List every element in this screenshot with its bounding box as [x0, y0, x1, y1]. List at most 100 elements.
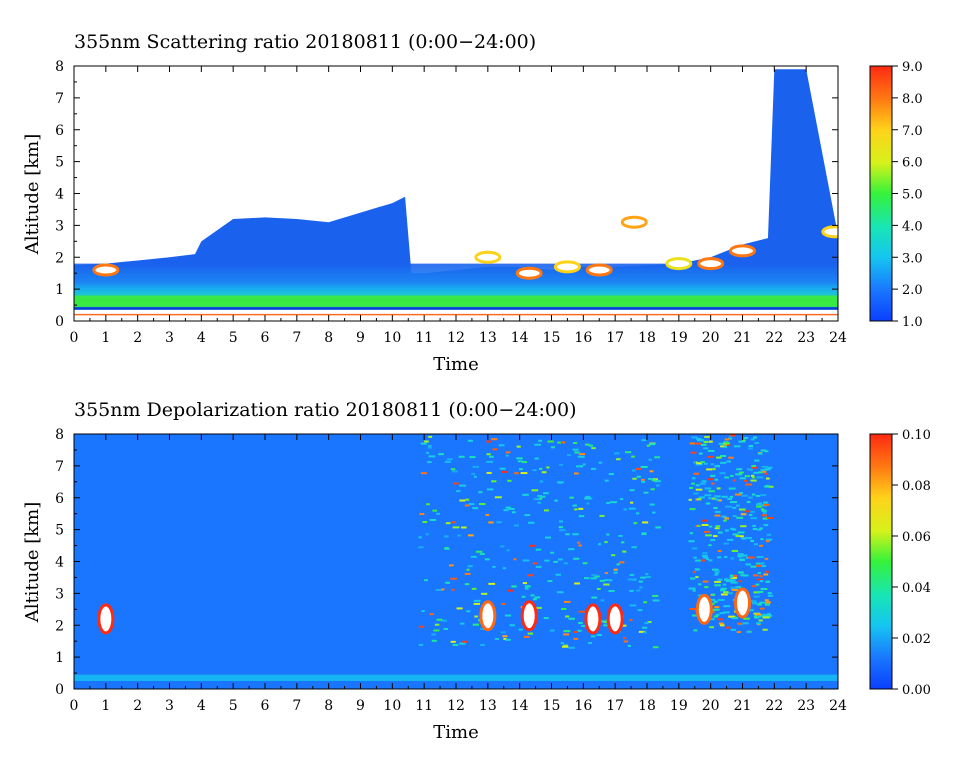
- depol-speckle: [584, 497, 591, 500]
- depol-speckle: [702, 519, 708, 522]
- depol-speckle: [491, 438, 498, 441]
- depol-speckle: [698, 496, 705, 499]
- depol-speckle: [620, 624, 627, 627]
- depol-speckle: [724, 517, 730, 520]
- depol-speckle: [578, 515, 585, 518]
- depol-speckle: [724, 578, 728, 581]
- depol-speckle: [715, 525, 721, 528]
- depol-speckle: [753, 591, 760, 594]
- depol-speckle: [616, 563, 620, 566]
- depol-speckle: [539, 480, 544, 483]
- depol-speckle: [763, 524, 769, 527]
- depol-speckle: [559, 463, 564, 466]
- depol-speckle: [606, 533, 610, 536]
- depol-speckle: [424, 440, 429, 443]
- depol-speckle: [761, 509, 767, 512]
- depol-speckle: [724, 476, 730, 479]
- depol-speckle: [703, 441, 709, 444]
- depol-speckle: [753, 471, 759, 474]
- depol-speckle: [691, 436, 698, 439]
- x-tick-label: 19: [670, 330, 688, 346]
- depol-speckle: [604, 579, 609, 582]
- depol-speckle: [751, 466, 758, 469]
- x-tick-label: 4: [197, 330, 206, 346]
- depol-speckle: [633, 522, 638, 525]
- depol-speckle: [461, 526, 467, 529]
- depol-speckle: [457, 534, 461, 537]
- depol-speckle: [445, 581, 450, 584]
- depol-speckle: [732, 533, 739, 536]
- depol-speckle: [709, 626, 715, 629]
- depol-speckle: [736, 516, 744, 519]
- depol-speckle: [543, 617, 549, 620]
- depol-speckle: [762, 470, 767, 473]
- depol-speckle: [764, 557, 769, 560]
- depol-speckle: [608, 590, 615, 593]
- depol-speckle: [534, 443, 541, 446]
- depol-speckle: [711, 568, 719, 571]
- depol-speckle: [763, 503, 770, 506]
- depol-speckle: [725, 443, 731, 446]
- x-axis-label: Time: [433, 354, 478, 375]
- depol-speckle: [712, 468, 716, 471]
- depol-speckle: [751, 493, 756, 496]
- depol-speckle: [745, 483, 753, 486]
- depol-speckle: [648, 477, 653, 480]
- depol-speckle: [629, 573, 635, 576]
- depol-speckle: [503, 638, 507, 641]
- depol-speckle: [764, 468, 771, 471]
- depol-speckle: [618, 534, 623, 537]
- depol-speckle: [504, 614, 512, 617]
- depol-speckle: [511, 585, 517, 588]
- depol-speckle: [695, 576, 699, 579]
- depol-speckle: [464, 583, 470, 586]
- depol-speckle: [746, 631, 751, 634]
- depol-speckle: [431, 633, 437, 636]
- depol-speckle: [451, 588, 455, 591]
- depol-speckle: [708, 525, 713, 528]
- depol-speckle: [756, 476, 764, 479]
- depol-speckle: [505, 638, 511, 641]
- depol-speckle: [748, 447, 753, 450]
- depol-speckle: [727, 497, 732, 500]
- depol-speckle: [433, 629, 440, 632]
- depol-speckle: [456, 490, 461, 493]
- depol-speckle: [577, 455, 585, 458]
- depol-speckle: [721, 495, 728, 498]
- depol-speckle: [652, 599, 660, 602]
- depol-speckle: [591, 447, 596, 450]
- depol-speckle: [563, 644, 568, 647]
- depol-speckle: [529, 544, 537, 547]
- depol-speckle: [507, 589, 514, 592]
- dense-patch: [606, 603, 624, 635]
- x-tick-label: 7: [292, 698, 301, 714]
- depol-speckle: [621, 541, 625, 544]
- x-axis-label: Time: [433, 722, 478, 743]
- depol-speckle: [474, 615, 478, 618]
- depol-speckle: [742, 622, 749, 625]
- depol-speckle: [472, 465, 480, 468]
- x-tick-label: 20: [702, 330, 720, 346]
- depol-speckle: [700, 461, 705, 464]
- chart-title: 355nm Scattering ratio 20180811 (0:00−24…: [74, 31, 536, 53]
- depol-speckle: [766, 614, 773, 617]
- cloud-patch: [92, 263, 120, 277]
- depol-speckle: [738, 491, 744, 494]
- dense-patch: [97, 603, 115, 635]
- depol-speckle: [757, 571, 761, 574]
- depol-speckle: [643, 631, 647, 634]
- depol-speckle: [735, 535, 741, 538]
- depol-speckle: [539, 495, 546, 498]
- depol-speckle: [693, 472, 700, 475]
- depol-speckle: [750, 474, 755, 477]
- depol-speckle: [759, 601, 766, 604]
- y-tick-label: 8: [55, 427, 64, 443]
- depol-speckle: [597, 543, 602, 546]
- depol-speckle: [718, 499, 722, 502]
- dense-patch: [695, 593, 713, 625]
- colorbar-tick-label: 0.02: [902, 632, 931, 647]
- depol-speckle: [734, 586, 742, 589]
- depol-speckle: [699, 482, 706, 485]
- depol-speckle: [472, 623, 480, 626]
